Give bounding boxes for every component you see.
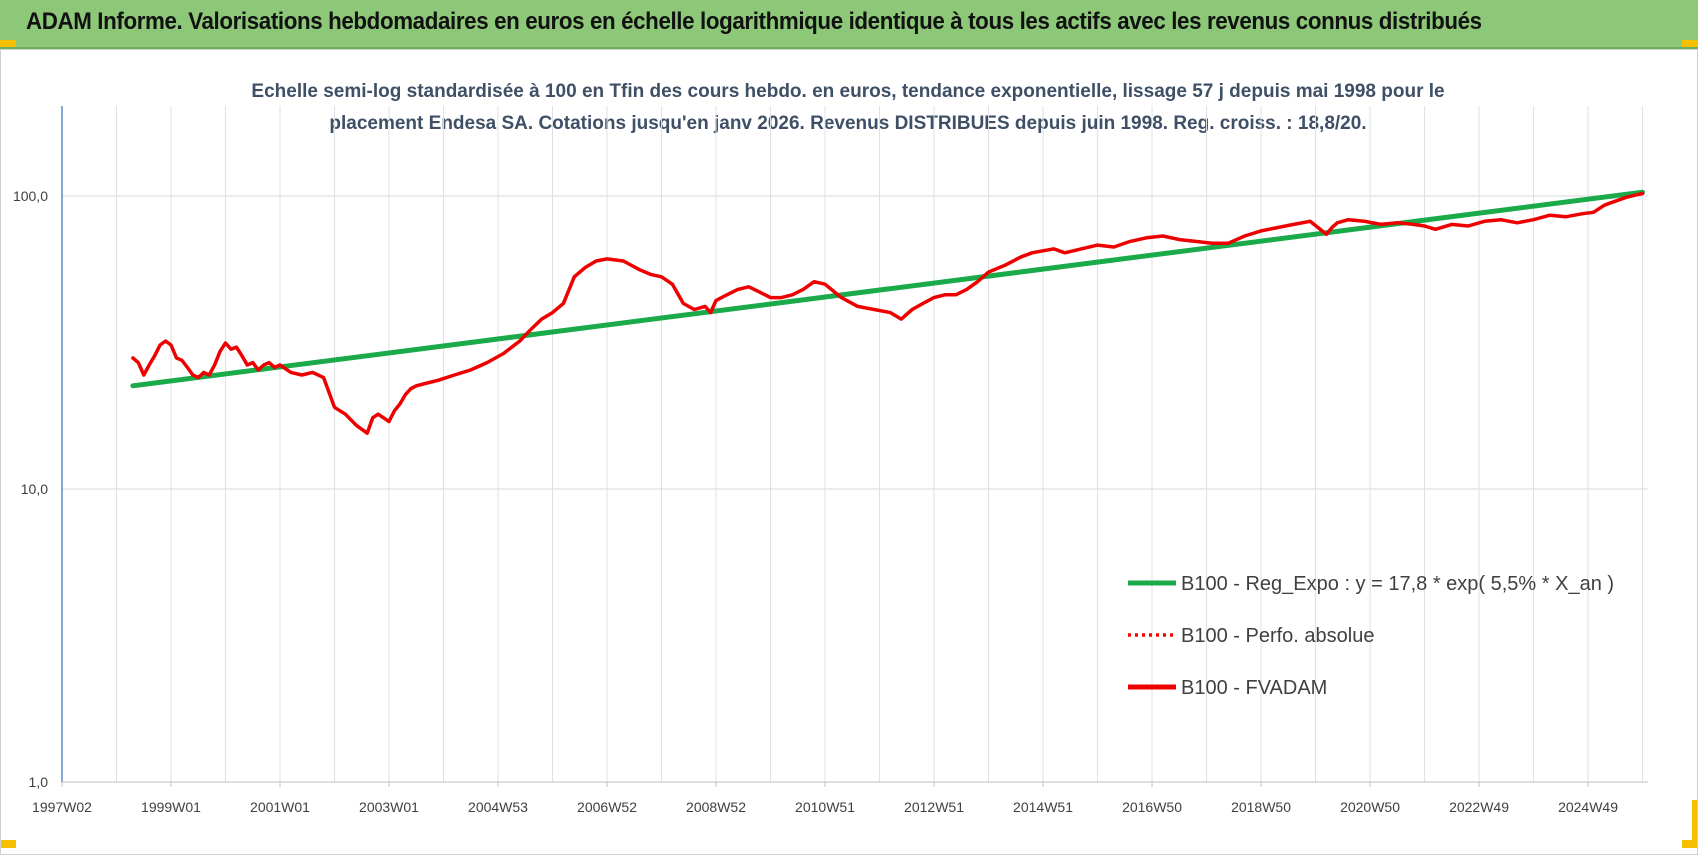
corner-mark-top-left: [0, 40, 16, 47]
chart-subtitle-line-1: Echelle semi-log standardisée à 100 en T…: [251, 81, 1444, 102]
series-line-fvadam: [131, 191, 1645, 435]
page-title: ADAM Informe. Valorisations hebdomadaire…: [26, 8, 1482, 35]
legend-label-reg-expo: B100 - Reg_Expo : y = 17,8 * exp( 5,5% *…: [1181, 573, 1614, 595]
x-tick-label: 2024W49: [1558, 799, 1618, 815]
x-tick-label: 2001W01: [250, 799, 310, 815]
x-tick-label: 2004W53: [468, 799, 528, 815]
grid: [62, 106, 1648, 782]
title-bar: ADAM Informe. Valorisations hebdomadaire…: [0, 0, 1698, 49]
series-line-reg-expo: [130, 189, 1645, 389]
corner-mark-bottom-left: [0, 840, 16, 848]
x-tick-label: 2020W50: [1340, 799, 1400, 815]
x-tick-label: 1999W01: [141, 799, 201, 815]
series: [130, 189, 1645, 435]
x-tick-label: 2014W51: [1013, 799, 1073, 815]
x-tick-label: 2003W01: [359, 799, 419, 815]
x-tick-label: 2016W50: [1122, 799, 1182, 815]
y-axis-ticks: 1,0 10,0 100,0: [13, 188, 48, 790]
legend-label-perfo-absolue: B100 - Perfo. absolue: [1181, 625, 1374, 647]
corner-mark-top-right: [1682, 40, 1698, 47]
corner-mark-bottom-right-edge: [1682, 840, 1698, 848]
x-tick-label: 2008W52: [686, 799, 746, 815]
x-tick-label: 2018W50: [1231, 799, 1291, 815]
x-tick-label: 2022W49: [1449, 799, 1509, 815]
legend: B100 - Reg_Expo : y = 17,8 * exp( 5,5% *…: [1128, 573, 1614, 699]
legend-label-fvadam: B100 - FVADAM: [1181, 677, 1327, 699]
corner-mark-bottom-right: [1692, 800, 1698, 848]
x-tick-label: 2006W52: [577, 799, 637, 815]
y-tick-label: 1,0: [29, 774, 49, 790]
x-axis-ticks: 1997W02 1999W01 2001W01 2003W01 2004W53 2006W…: [32, 782, 1618, 815]
x-tick-label: 2010W51: [795, 799, 855, 815]
y-tick-label: 10,0: [21, 481, 48, 497]
chart-subtitle-line-2: placement Endesa SA. Cotations jusqu'en …: [329, 113, 1366, 134]
x-tick-label: 2012W51: [904, 799, 964, 815]
y-tick-label: 100,0: [13, 188, 48, 204]
x-tick-label: 1997W02: [32, 799, 92, 815]
